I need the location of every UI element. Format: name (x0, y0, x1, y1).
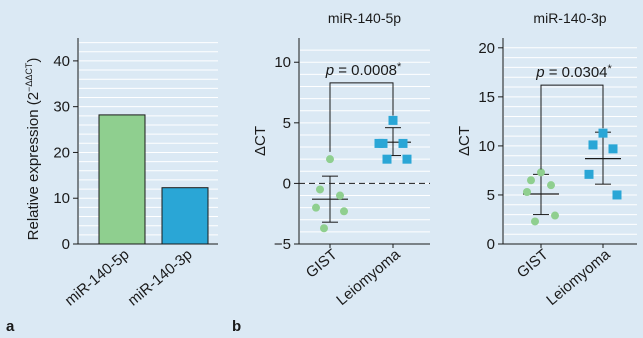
data-point-leiomyoma (612, 190, 622, 200)
data-point-leiomyoma (598, 128, 608, 138)
p-symbol: p (325, 62, 334, 79)
data-point-gist (531, 217, 539, 226)
x-category-label: Leiomyoma (333, 246, 404, 309)
data-point-leiomyoma (584, 169, 594, 179)
y-tick-label: 10 (274, 54, 291, 71)
data-point-gist (523, 188, 531, 197)
data-point-gist (316, 185, 324, 194)
y-tick-label: 10 (478, 138, 495, 155)
y-tick-label: −5 (274, 236, 291, 253)
data-point-leiomyoma (382, 154, 392, 164)
x-category-label: Leiomyoma (543, 246, 614, 309)
y-axis-title: ΔCT (252, 126, 269, 156)
y-tick-label: 5 (487, 187, 495, 204)
y-tick-label: 20 (53, 144, 70, 161)
data-point-gist (547, 181, 555, 190)
y-tick-label: 0 (283, 175, 291, 192)
p-value-annotation: p = 0.0008* (325, 61, 402, 79)
significance-bracket (540, 84, 604, 170)
data-point-leiomyoma (608, 144, 618, 154)
y-axis-title-main: Relative expression (2 (25, 92, 42, 240)
bar-mir-140-3p (161, 187, 209, 245)
data-point-leiomyoma (374, 138, 384, 148)
data-point-gist (537, 168, 545, 177)
y-tick-label: 15 (478, 89, 495, 106)
y-tick-label: 20 (478, 40, 495, 57)
y-axis-title: Relative expression (2−ΔΔCT) (24, 58, 42, 241)
p-value: = 0.0008 (334, 62, 397, 79)
y-axis-title: ΔCT (456, 126, 473, 156)
y-tick-label: 5 (283, 115, 291, 132)
y-tick-label: 40 (53, 53, 70, 70)
data-point-gist (527, 176, 535, 185)
significance-bracket (329, 82, 394, 152)
y-tick-label: 0 (487, 236, 495, 253)
data-point-leiomyoma (398, 138, 408, 148)
p-value: = 0.0304 (545, 64, 608, 81)
x-category-label: miR-140-3p (125, 246, 196, 309)
data-point-leiomyoma (588, 140, 598, 150)
x-category-label: GIST (303, 246, 341, 282)
significance-star: * (608, 63, 613, 75)
p-symbol: p (535, 64, 544, 81)
data-point-gist (340, 207, 348, 216)
y-tick-label: 0 (62, 236, 70, 253)
data-point-gist (320, 224, 328, 233)
panel-title: miR-140-3p (533, 10, 606, 26)
data-point-gist (326, 155, 334, 164)
panel-letter-a: a (6, 318, 15, 335)
x-category-label: miR-140-5p (62, 246, 133, 309)
significance-star: * (397, 61, 402, 73)
data-point-leiomyoma (388, 115, 398, 125)
data-point-gist (312, 203, 320, 212)
y-tick-label: 30 (53, 99, 70, 116)
panel-title: miR-140-5p (328, 10, 401, 26)
data-point-gist (336, 191, 344, 200)
data-point-leiomyoma (402, 154, 412, 164)
y-axis-title-superscript: −ΔΔCT (24, 62, 34, 92)
bar-mir-140-5p (98, 114, 146, 245)
x-category-label: GIST (514, 246, 552, 282)
y-tick-label: 10 (53, 190, 70, 207)
y-axis-title-close: ) (25, 58, 42, 63)
p-value-annotation: p = 0.0304* (535, 63, 612, 81)
panel-letter-b: b (232, 318, 241, 335)
data-point-gist (551, 211, 559, 220)
